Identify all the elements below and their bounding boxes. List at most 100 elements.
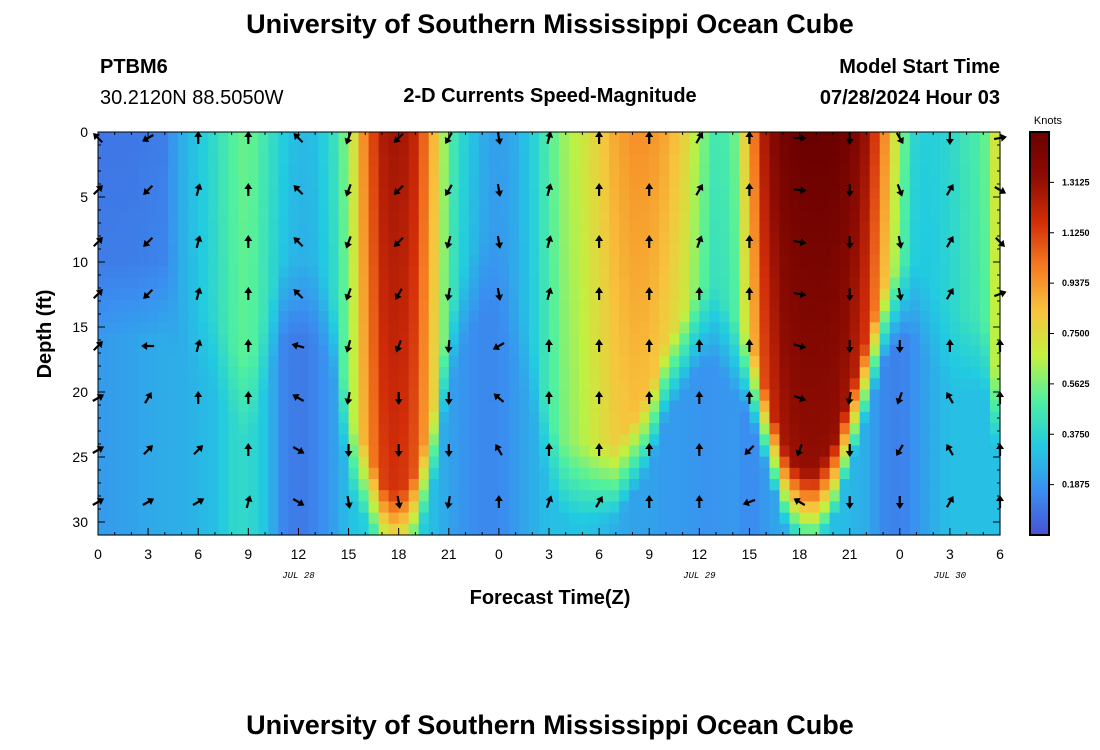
heatmap-cell xyxy=(559,165,570,178)
heatmap-cell xyxy=(639,132,650,144)
heatmap-cell xyxy=(599,288,610,301)
heatmap-cell xyxy=(789,423,801,435)
heatmap-cell xyxy=(649,411,660,424)
heatmap-cell xyxy=(158,490,169,503)
heatmap-cell xyxy=(579,165,590,178)
heatmap-cell xyxy=(308,322,320,335)
heatmap-cell xyxy=(148,132,159,144)
heatmap-cell xyxy=(418,344,430,357)
heatmap-cell xyxy=(679,445,690,458)
current-arrow xyxy=(495,183,504,197)
heatmap-cell xyxy=(148,311,159,323)
heatmap-cell xyxy=(218,378,229,391)
heatmap-cell xyxy=(218,322,229,335)
heatmap-cell xyxy=(599,400,610,413)
heatmap-cell xyxy=(498,512,510,525)
heatmap-cell xyxy=(428,445,440,458)
heatmap-cell xyxy=(629,355,640,368)
heatmap-cell xyxy=(448,221,460,234)
heatmap-cell xyxy=(549,333,560,346)
heatmap-cell xyxy=(238,154,249,167)
heatmap-cell xyxy=(508,210,520,223)
heatmap-cell xyxy=(699,378,710,391)
y-tick-label: 30 xyxy=(72,514,88,530)
heatmap-cell xyxy=(358,411,370,424)
heatmap-cell xyxy=(418,255,430,267)
heatmap-cell xyxy=(538,501,550,514)
heatmap-cell xyxy=(458,288,470,301)
heatmap-cell xyxy=(709,344,720,357)
heatmap-cell xyxy=(799,255,811,267)
heatmap-cell xyxy=(538,456,550,469)
heatmap-cell xyxy=(879,490,891,503)
heatmap-cell xyxy=(168,344,179,357)
heatmap-cell xyxy=(378,266,390,279)
heatmap-cell xyxy=(639,344,650,357)
heatmap-cell xyxy=(418,221,430,234)
heatmap-cell xyxy=(789,400,801,413)
heatmap-cell xyxy=(488,288,500,301)
arrow-head xyxy=(946,183,954,192)
heatmap-cell xyxy=(348,490,360,503)
heatmap-cell xyxy=(198,378,209,391)
heatmap-cell xyxy=(559,512,570,525)
heatmap-cell xyxy=(298,277,310,290)
heatmap-cell xyxy=(769,210,781,223)
heatmap-cell xyxy=(228,333,239,346)
heatmap-cell xyxy=(939,423,951,435)
heatmap-cell xyxy=(729,490,741,503)
heatmap-cell xyxy=(819,143,831,155)
heatmap-cell xyxy=(589,512,600,525)
heatmap-cell xyxy=(929,411,941,424)
current-arrow xyxy=(444,444,453,457)
heatmap-cell xyxy=(358,266,370,279)
heatmap-cell xyxy=(619,501,630,514)
heatmap-cell xyxy=(168,467,179,480)
heatmap-cell xyxy=(268,378,279,391)
heatmap-cell xyxy=(679,367,690,379)
heatmap-cell xyxy=(388,501,400,514)
heatmap-cell xyxy=(909,467,921,480)
heatmap-cell xyxy=(148,479,159,491)
heatmap-cell xyxy=(699,288,710,301)
heatmap-cell xyxy=(799,434,811,447)
heatmap-cell xyxy=(278,400,290,413)
heatmap-cell xyxy=(579,523,590,536)
heatmap-cell xyxy=(358,143,370,155)
current-arrow xyxy=(194,183,203,197)
arrow-head xyxy=(344,345,353,353)
heatmap-cell xyxy=(869,490,881,503)
heatmap-cell xyxy=(889,378,901,391)
heatmap-cell xyxy=(979,344,991,357)
heatmap-cell xyxy=(398,221,410,234)
heatmap-cell xyxy=(819,154,831,167)
current-arrow xyxy=(344,287,353,301)
heatmap-cell xyxy=(228,143,239,155)
heatmap-cell xyxy=(579,187,590,200)
heatmap-cell xyxy=(659,367,670,379)
arrow-head xyxy=(344,293,353,301)
heatmap-cell xyxy=(909,389,921,402)
arrow-head xyxy=(895,347,904,353)
heatmap-cell xyxy=(248,512,259,525)
heatmap-cell xyxy=(679,165,690,178)
heatmap-cell xyxy=(639,411,650,424)
heatmap-cell xyxy=(98,187,109,200)
heatmap-cell xyxy=(138,423,149,435)
heatmap-cell xyxy=(158,501,169,514)
x-tick-label: 3 xyxy=(144,546,152,562)
heatmap-cell xyxy=(719,176,730,189)
heatmap-cell xyxy=(709,277,720,290)
heatmap-cell xyxy=(508,299,520,312)
current-arrow xyxy=(895,391,904,405)
heatmap-cell xyxy=(258,187,269,200)
heatmap-cell xyxy=(408,232,420,245)
heatmap-cell xyxy=(959,199,971,211)
arrow-head xyxy=(244,443,253,449)
heatmap-cell xyxy=(949,299,961,312)
heatmap-cell xyxy=(769,187,781,200)
heatmap-cell xyxy=(899,333,911,346)
heatmap-cell xyxy=(158,467,169,480)
heatmap-cell xyxy=(699,434,710,447)
arrow-head xyxy=(645,495,654,501)
